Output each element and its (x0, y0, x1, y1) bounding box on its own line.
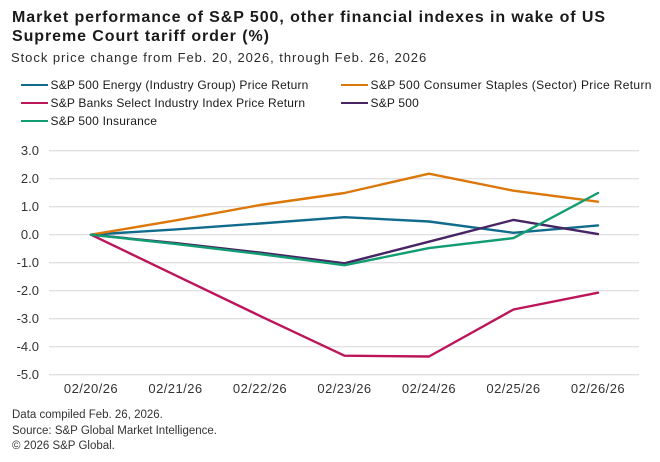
svg-text:-3.0: -3.0 (17, 311, 39, 326)
svg-text:02/22/26: 02/22/26 (233, 381, 287, 396)
svg-text:02/26/26: 02/26/26 (571, 381, 625, 396)
svg-text:02/21/26: 02/21/26 (148, 381, 202, 396)
svg-text:2.0: 2.0 (21, 171, 39, 186)
svg-text:02/25/26: 02/25/26 (486, 381, 540, 396)
svg-text:02/23/26: 02/23/26 (317, 381, 371, 396)
svg-text:-4.0: -4.0 (17, 339, 39, 354)
svg-text:02/20/26: 02/20/26 (64, 381, 118, 396)
svg-text:-5.0: -5.0 (17, 367, 39, 382)
svg-text:1.0: 1.0 (21, 199, 39, 214)
svg-text:0.0: 0.0 (21, 227, 39, 242)
svg-text:3.0: 3.0 (21, 143, 39, 158)
svg-text:02/24/26: 02/24/26 (402, 381, 456, 396)
svg-text:-1.0: -1.0 (17, 255, 39, 270)
svg-text:-2.0: -2.0 (17, 283, 39, 298)
